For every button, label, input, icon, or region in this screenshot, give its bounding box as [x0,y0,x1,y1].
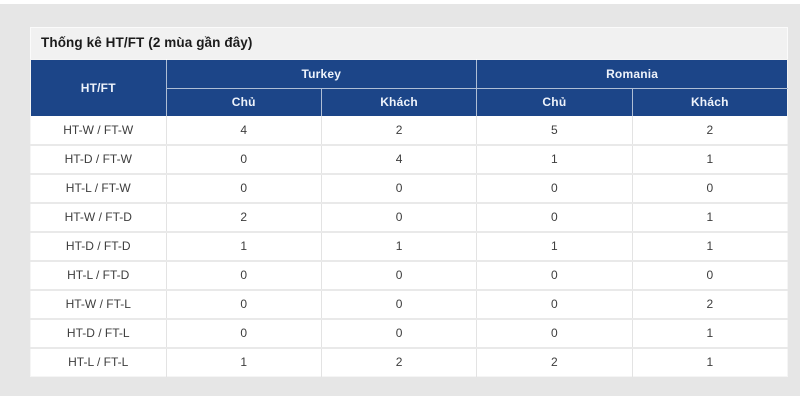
row-label: HT-D / FT-L [30,318,166,349]
value-cell: 2 [631,289,788,320]
value-cell: 0 [320,318,477,349]
value-cell: 0 [320,289,477,320]
value-cell: 4 [320,144,477,175]
value-cell: 0 [476,318,633,349]
table-row: HT-D / FT-L 0 0 0 1 [30,318,788,349]
panel-title: Thống kê HT/FT (2 mùa gần đây) [30,27,788,59]
value-cell: 1 [476,144,633,175]
value-cell: 0 [320,173,477,204]
header-group-row: HT/FT Turkey Romania [30,59,788,116]
row-label: HT-L / FT-W [30,173,166,204]
value-cell: 1 [631,144,788,175]
value-cell: 0 [165,318,322,349]
table-row: HT-L / FT-D 0 0 0 0 [30,260,788,291]
value-cell: 0 [165,173,322,204]
col-header-romania-home: Chủ [476,88,633,116]
col-header-turkey-home: Chủ [165,88,322,116]
row-label: HT-W / FT-L [30,289,166,320]
value-cell: 0 [476,289,633,320]
value-cell: 1 [631,347,788,377]
value-cell: 0 [476,173,633,204]
table-row: HT-W / FT-W 4 2 5 2 [30,115,788,146]
row-label: HT-L / FT-D [30,260,166,291]
table-body: HT-W / FT-W 4 2 5 2 HT-D / FT-W 0 4 1 1 HT-L / FT-… [30,115,788,377]
row-label: HT-L / FT-L [30,347,166,377]
value-cell: 2 [320,347,477,377]
value-cell: 0 [320,260,477,291]
table-row: HT-L / FT-W 0 0 0 0 [30,173,788,204]
value-cell: 0 [631,173,788,204]
table-row: HT-D / FT-D 1 1 1 1 [30,231,788,262]
value-cell: 1 [165,347,322,377]
row-label: HT-D / FT-D [30,231,166,262]
value-cell: 1 [631,318,788,349]
header-sub-row: Chủ Khách Chủ Khách [31,88,788,116]
value-cell: 0 [476,260,633,291]
table-row: HT-D / FT-W 0 4 1 1 [30,144,788,175]
table-row: HT-L / FT-L 1 2 2 1 [30,347,788,377]
row-label: HT-W / FT-W [30,115,166,146]
col-header-romania-away: Khách [631,88,788,116]
value-cell: 5 [476,115,633,146]
group-header-turkey: Turkey [165,59,477,89]
value-cell: 1 [320,231,477,262]
table-row: HT-W / FT-L 0 0 0 2 [30,289,788,320]
value-cell: 4 [165,115,322,146]
value-cell: 1 [631,202,788,233]
row-label: HT-W / FT-D [30,202,166,233]
table-row: HT-W / FT-D 2 0 0 1 [30,202,788,233]
table-header: HT/FT Turkey Romania Chủ Khách Chủ Khách [30,59,788,116]
value-cell: 2 [165,202,322,233]
value-cell: 2 [320,115,477,146]
htft-stats-panel: Thống kê HT/FT (2 mùa gần đây) HT/FT Tur… [30,27,788,377]
value-cell: 0 [631,260,788,291]
value-cell: 0 [165,144,322,175]
value-cell: 0 [165,260,322,291]
value-cell: 1 [631,231,788,262]
corner-header-htft: HT/FT [30,59,166,116]
value-cell: 0 [476,202,633,233]
value-cell: 0 [165,289,322,320]
col-header-turkey-away: Khách [320,88,477,116]
value-cell: 1 [165,231,322,262]
value-cell: 1 [476,231,633,262]
value-cell: 2 [631,115,788,146]
value-cell: 0 [320,202,477,233]
row-label: HT-D / FT-W [30,144,166,175]
value-cell: 2 [476,347,633,377]
group-header-romania: Romania [476,59,788,89]
htft-table: HT/FT Turkey Romania Chủ Khách Chủ Khách… [30,59,788,377]
